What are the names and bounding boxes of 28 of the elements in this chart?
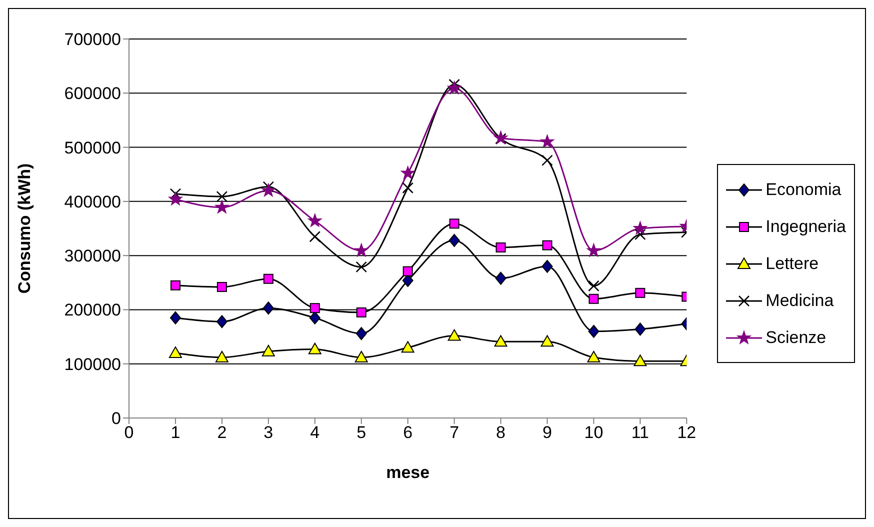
x-tick-label: 10 — [584, 423, 604, 442]
x-tick-label: 8 — [496, 423, 506, 442]
x-tick-label: 9 — [542, 423, 552, 442]
legend-label: Scienze — [766, 328, 826, 348]
y-tick-label: 200000 — [64, 300, 121, 320]
y-tick-label: 700000 — [64, 30, 121, 50]
x-tick-label: 0 — [124, 423, 134, 442]
x-tick-label: 5 — [356, 423, 366, 442]
y-tick-label: 0 — [112, 409, 121, 428]
x-tick-label: 6 — [403, 423, 413, 442]
legend-label: Lettere — [766, 254, 819, 274]
legend-label: Economia — [766, 180, 842, 200]
x-tick-label: 1 — [170, 423, 180, 442]
y-tick-label: 500000 — [64, 138, 121, 158]
x-axis-title: mese — [386, 463, 430, 482]
x-tick-label: 11 — [631, 423, 650, 442]
legend-label: Medicina — [766, 290, 834, 310]
x-tick-label: 7 — [450, 423, 460, 442]
y-axis-title: Consumo (kWh) — [15, 163, 34, 294]
x-tick-label: 3 — [264, 423, 274, 442]
y-tick-label: 600000 — [64, 84, 121, 104]
y-tick-label: 300000 — [64, 246, 121, 266]
y-tick-label: 400000 — [64, 192, 121, 212]
x-tick-label: 2 — [217, 423, 227, 442]
x-tick-label: 12 — [677, 423, 696, 442]
y-tick-label: 100000 — [64, 354, 121, 374]
legend-label: Ingegneria — [766, 216, 846, 236]
x-tick-label: 4 — [310, 423, 320, 442]
